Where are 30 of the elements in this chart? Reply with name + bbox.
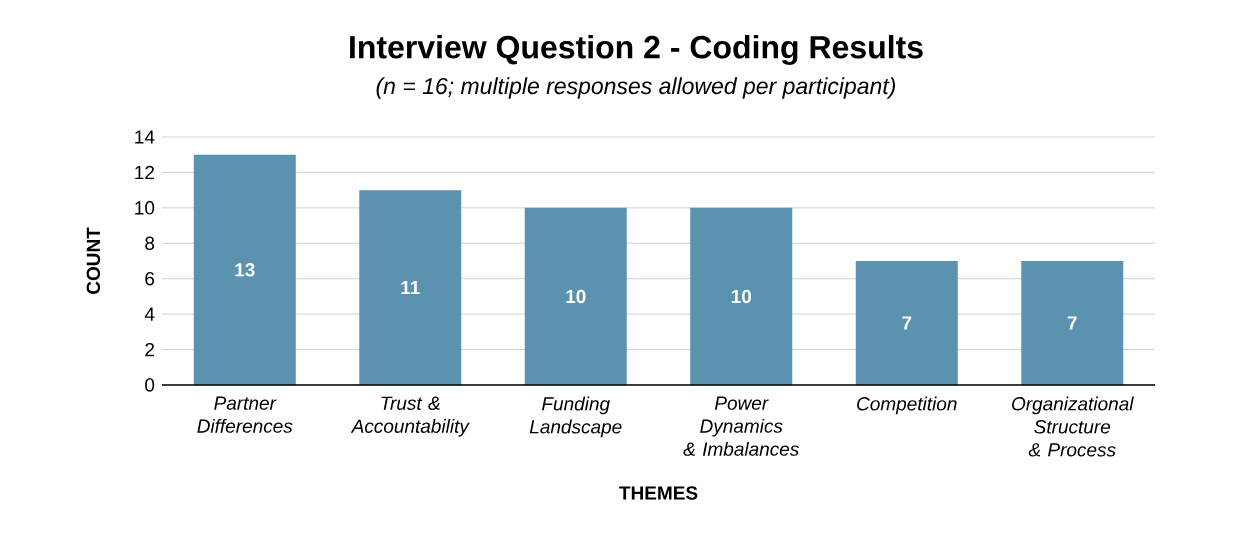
- data-label: 10: [566, 289, 586, 304]
- y-axis-title: COUNT: [86, 227, 101, 294]
- y-tick-label: 8: [145, 236, 155, 251]
- data-label: 10: [731, 289, 752, 304]
- data-label: 7: [1067, 316, 1077, 330]
- y-tick-label: 14: [135, 130, 155, 144]
- x-axis-title: THEMES: [619, 486, 698, 500]
- x-tick-label: Organizational Structure & Process: [1012, 396, 1134, 457]
- bar: [524, 207, 627, 385]
- chart-title: Interview Question 2 - Coding Results: [350, 35, 923, 65]
- x-tick-label: Trust & Accountability: [350, 396, 470, 437]
- bar: [1021, 260, 1124, 385]
- y-tick-label: 12: [135, 165, 155, 180]
- bar: [193, 154, 296, 385]
- y-tick-label: 10: [135, 201, 155, 215]
- data-label: 13: [235, 263, 255, 277]
- x-tick-label: Funding Landscape: [529, 396, 622, 438]
- bar: [359, 190, 462, 385]
- x-tick-label: Partner Differences: [197, 396, 293, 433]
- bar: [855, 260, 958, 385]
- y-tick-label: 6: [145, 271, 155, 286]
- y-tick-label: 2: [145, 342, 155, 357]
- data-label: 7: [902, 316, 912, 330]
- x-tick-label: Power Dynamics & Imbalances: [683, 396, 799, 456]
- y-tick-label: 4: [144, 307, 155, 321]
- y-tick-label: 0: [145, 378, 155, 392]
- bar: [690, 207, 793, 385]
- chart-subtitle: (n = 16; multiple responses allowed per participant): [376, 77, 895, 99]
- data-label: 11: [401, 281, 420, 295]
- x-tick-label: Competition: [857, 396, 957, 415]
